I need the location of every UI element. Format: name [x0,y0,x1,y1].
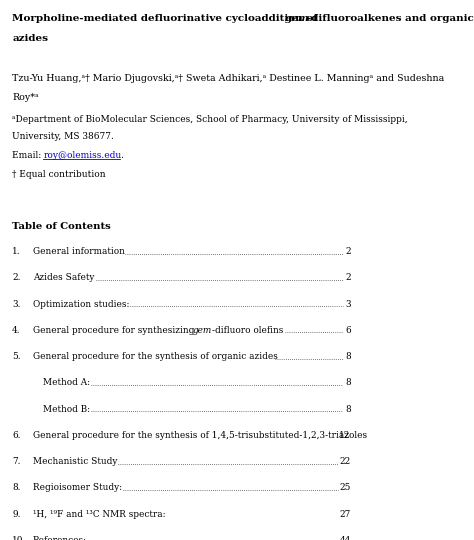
Text: azides: azides [12,33,48,43]
Text: 22: 22 [339,457,351,466]
Text: Method A:: Method A: [43,379,90,387]
Text: ᵃDepartment of BioMolecular Sciences, School of Pharmacy, University of Mississi: ᵃDepartment of BioMolecular Sciences, Sc… [12,115,408,124]
Text: General information: General information [33,247,125,256]
Text: 3: 3 [345,300,351,308]
Text: gem: gem [285,14,310,23]
Text: 2: 2 [345,247,351,256]
Text: 8: 8 [345,352,351,361]
Text: 1.: 1. [12,247,21,256]
Text: 9.: 9. [12,510,21,518]
Text: University, MS 38677.: University, MS 38677. [12,132,114,141]
Text: 12: 12 [339,431,351,440]
Text: Table of Contents: Table of Contents [12,222,111,231]
Text: 25: 25 [339,483,351,492]
Text: References:: References: [33,536,87,540]
Text: 8.: 8. [12,483,21,492]
Text: Morpholine-mediated defluorinative cycloaddition of: Morpholine-mediated defluorinative cyclo… [12,14,321,23]
Text: 27: 27 [339,510,351,518]
Text: 6.: 6. [12,431,21,440]
Text: General procedure for the synthesis of 1,4,5-trisubstituted-1,2,3-triazoles: General procedure for the synthesis of 1… [33,431,367,440]
Text: Azides Safety: Azides Safety [33,273,94,282]
Text: roy@olemiss.edu: roy@olemiss.edu [44,152,122,160]
Text: Optimization studies:: Optimization studies: [33,300,129,308]
Text: 3.: 3. [12,300,21,308]
Text: 2: 2 [345,273,351,282]
Text: Roy*ᵃ: Roy*ᵃ [12,93,39,102]
Text: Tzu-Yu Huang,ᵃ† Mario Djugovski,ᵃ† Sweta Adhikari,ᵃ Destinee L. Manningᵃ and Sud: Tzu-Yu Huang,ᵃ† Mario Djugovski,ᵃ† Sweta… [12,74,445,83]
Text: General procedure for synthesizing: General procedure for synthesizing [33,326,197,335]
Text: 2.: 2. [12,273,21,282]
Text: Email:: Email: [12,152,44,160]
Text: -difluoro olefins: -difluoro olefins [212,326,283,335]
Text: -difluoroalkenes and organic: -difluoroalkenes and organic [307,14,474,23]
Text: 10.: 10. [12,536,27,540]
Text: 6: 6 [345,326,351,335]
Text: General procedure for the synthesis of organic azides: General procedure for the synthesis of o… [33,352,278,361]
Text: † Equal contribution: † Equal contribution [12,170,106,179]
Text: Method B:: Method B: [43,404,90,414]
Text: 5.: 5. [12,352,21,361]
Text: gem: gem [193,326,212,335]
Text: 7.: 7. [12,457,21,466]
Text: 8: 8 [345,404,351,414]
Text: Regioisomer Study:: Regioisomer Study: [33,483,122,492]
Text: 8: 8 [345,379,351,387]
Text: 44: 44 [339,536,351,540]
Text: 4.: 4. [12,326,21,335]
Text: ¹H, ¹⁹F and ¹³C NMR spectra:: ¹H, ¹⁹F and ¹³C NMR spectra: [33,510,165,518]
Text: .: . [120,152,123,160]
Text: Mechanistic Study: Mechanistic Study [33,457,117,466]
